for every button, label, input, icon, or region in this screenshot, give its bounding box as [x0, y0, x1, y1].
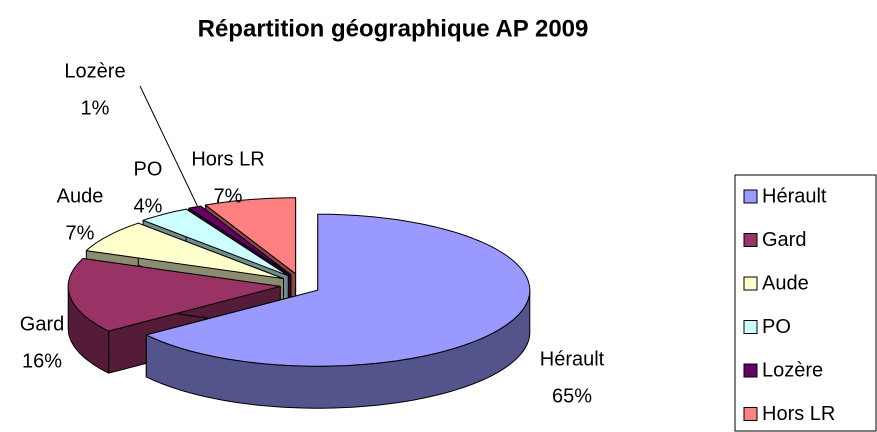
legend-label: PO	[762, 316, 791, 338]
data-label-name: Hors LR	[191, 148, 264, 170]
legend-swatch	[743, 363, 758, 378]
legend-label: Gard	[762, 229, 806, 251]
data-label: 65%	[552, 385, 592, 407]
legend-swatch	[743, 276, 758, 291]
data-label-name: Aude	[57, 185, 104, 207]
data-label: 16%	[22, 350, 62, 372]
slice	[67, 258, 281, 332]
leader-line	[139, 85, 207, 225]
data-label-name: Hérault	[540, 348, 605, 370]
legend-label: Lozère	[762, 359, 823, 381]
slice	[145, 213, 531, 367]
chart-title: Répartition géographique AP 2009	[198, 15, 589, 42]
slice	[85, 222, 284, 280]
legend-swatch	[743, 320, 758, 334]
data-label-name: Lozère	[64, 60, 125, 82]
slice	[142, 208, 289, 277]
data-label: 4%	[134, 195, 163, 217]
legend-swatch	[743, 233, 758, 247]
legend-label: Hors LR	[762, 403, 835, 425]
data-label: 7%	[214, 185, 243, 207]
data-label: 1%	[81, 97, 110, 119]
data-label: 7%	[66, 222, 95, 244]
data-label-name: PO	[134, 158, 163, 180]
data-label-name: Gard	[20, 313, 64, 335]
legend-label: Hérault	[762, 185, 827, 207]
slice	[188, 205, 292, 276]
legend-swatch	[743, 189, 758, 204]
legend-swatch	[743, 407, 758, 421]
legend-box	[734, 174, 877, 432]
slice	[204, 197, 297, 275]
legend-label: Aude	[762, 272, 809, 294]
